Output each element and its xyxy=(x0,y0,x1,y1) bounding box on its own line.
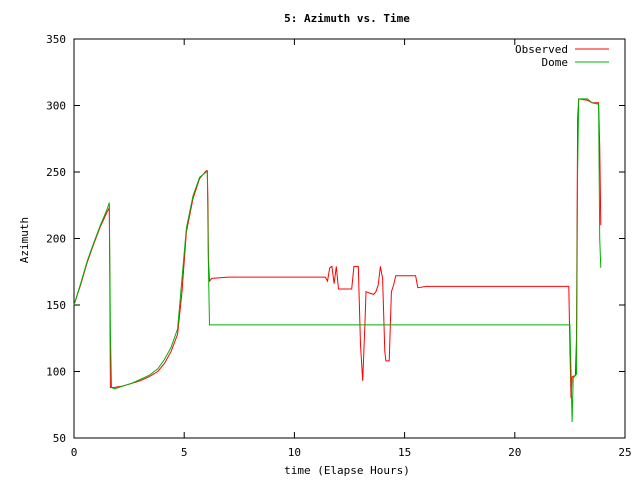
x-tick-label: 20 xyxy=(508,446,521,459)
legend-label-dome: Dome xyxy=(542,56,569,69)
y-tick-label: 100 xyxy=(46,366,66,379)
y-tick-label: 50 xyxy=(53,432,66,445)
x-tick-label: 25 xyxy=(618,446,631,459)
x-tick-label: 0 xyxy=(71,446,78,459)
x-axis-ticks: 0 5 10 15 20 25 xyxy=(71,39,632,459)
chart-title: 5: Azimuth vs. Time xyxy=(284,12,410,25)
y-axis-ticks: 50 100 150 200 250 300 350 xyxy=(46,33,625,445)
x-axis-label: time (Elapse Hours) xyxy=(284,464,410,477)
series-line-dome xyxy=(73,98,602,423)
x-tick-label: 10 xyxy=(288,446,301,459)
x-tick-label: 5 xyxy=(181,446,188,459)
y-tick-label: 200 xyxy=(46,233,66,246)
y-tick-label: 350 xyxy=(46,33,66,46)
plot-frame xyxy=(73,38,626,439)
series-lines xyxy=(73,98,602,423)
x-tick-label: 15 xyxy=(398,446,411,459)
y-axis-label: Azimuth xyxy=(18,217,31,263)
series-line-observed xyxy=(73,98,602,399)
legend-label-observed: Observed xyxy=(515,43,568,56)
y-tick-label: 300 xyxy=(46,100,66,113)
y-tick-label: 250 xyxy=(46,166,66,179)
y-tick-label: 150 xyxy=(46,299,66,312)
